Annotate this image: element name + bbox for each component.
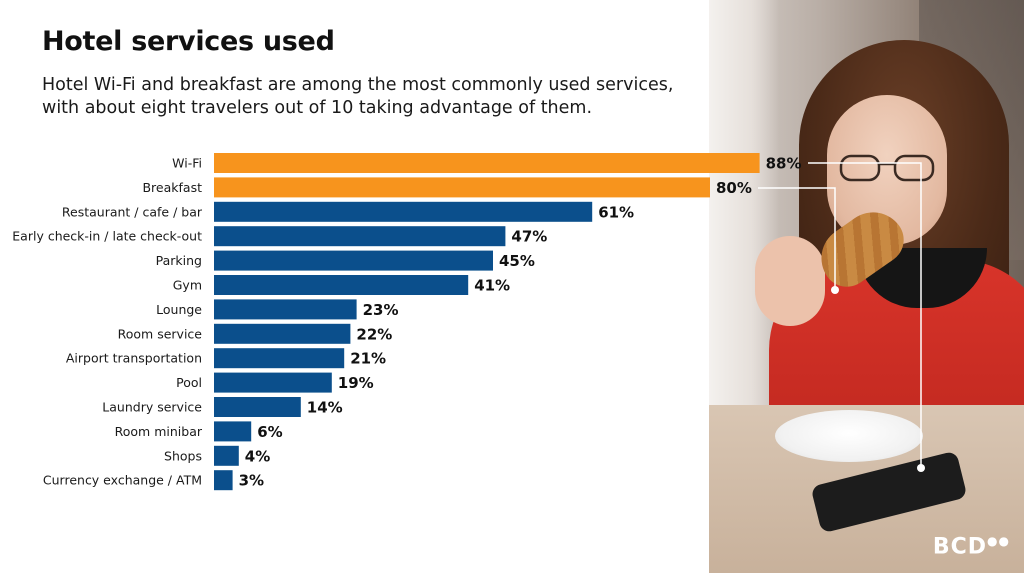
category-label-2: Restaurant / cafe / bar: [62, 204, 203, 219]
bar-5: [214, 275, 469, 295]
bar-11: [214, 421, 252, 442]
category-label-7: Room service: [118, 326, 203, 341]
bar-12: [214, 445, 239, 466]
brand-logo: BCD●●: [933, 534, 1010, 559]
value-label-8: 21%: [350, 350, 386, 368]
paw-icon: ●●: [987, 533, 1010, 548]
bar-2: [214, 201, 593, 222]
category-label-3: Early check-in / late check-out: [12, 229, 202, 244]
glasses-shape: [839, 154, 935, 182]
bar-6: [214, 299, 357, 320]
bar-3: [214, 226, 506, 247]
category-label-8: Airport transportation: [66, 351, 202, 366]
category-label-11: Room minibar: [115, 424, 203, 439]
value-label-9: 19%: [338, 374, 374, 392]
brand-logo-text: BCD: [932, 534, 988, 559]
category-label-10: Laundry service: [102, 400, 202, 415]
photo-hand: [755, 236, 825, 326]
category-label-6: Lounge: [156, 302, 202, 317]
value-label-0: 88%: [766, 155, 802, 173]
category-label-12: Shops: [164, 448, 202, 463]
category-label-13: Currency exchange / ATM: [43, 473, 202, 488]
connector-dot-2: [831, 286, 839, 294]
page-title: Hotel services used: [42, 26, 335, 57]
page-subtitle: Hotel Wi-Fi and breakfast are among the …: [42, 75, 674, 118]
value-label-1: 80%: [716, 179, 752, 197]
bar-4: [214, 250, 493, 271]
value-label-13: 3%: [239, 472, 264, 490]
bar-10: [214, 397, 301, 417]
value-label-2: 61%: [598, 203, 634, 221]
category-label-4: Parking: [156, 253, 202, 268]
value-label-12: 4%: [245, 447, 270, 465]
bar-0: [214, 153, 760, 173]
value-label-4: 45%: [499, 252, 535, 270]
bar-1: [214, 177, 710, 198]
category-label-0: Wi-Fi: [172, 156, 202, 171]
value-label-3: 47%: [511, 228, 547, 246]
connector-dot-1: [917, 464, 925, 472]
value-label-6: 23%: [363, 301, 399, 319]
value-label-7: 22%: [356, 325, 392, 343]
connector-line-2: [758, 187, 836, 290]
value-label-10: 14%: [307, 399, 343, 417]
hero-photo: BCD●●: [709, 0, 1024, 573]
bar-7: [214, 323, 351, 344]
value-label-5: 41%: [474, 277, 510, 295]
category-label-1: Breakfast: [142, 180, 202, 195]
category-label-9: Pool: [176, 375, 202, 390]
bar-8: [214, 348, 345, 369]
bar-9: [214, 372, 332, 393]
category-label-5: Gym: [173, 278, 202, 293]
connector-line-1: [808, 162, 922, 468]
bar-13: [214, 470, 233, 491]
value-label-11: 6%: [257, 423, 282, 441]
photo-plate: [775, 410, 923, 462]
